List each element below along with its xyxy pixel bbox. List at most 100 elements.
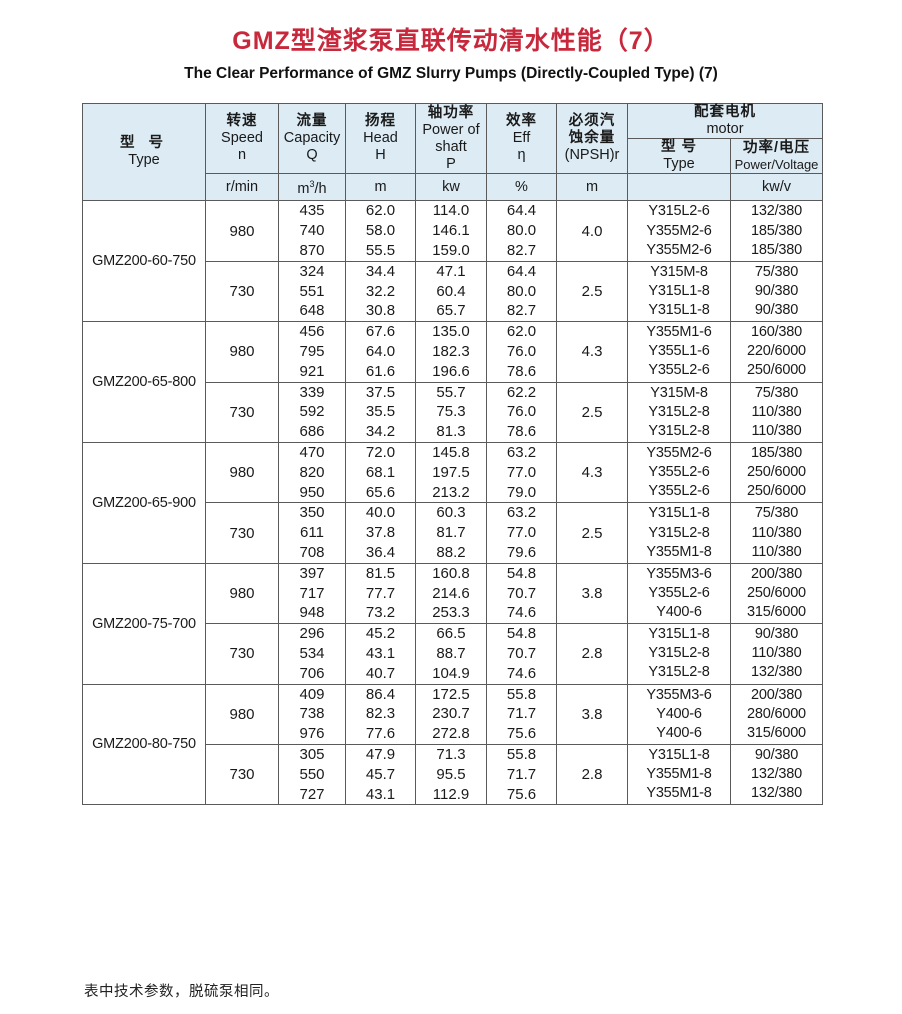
capacity-cell-value: 435 (299, 202, 325, 220)
speed-cell: 730 (205, 260, 279, 323)
motor-power-voltage-cell-value: 250/6000 (747, 362, 806, 379)
head-cell-value: 47.9 (365, 745, 396, 763)
motor-type-cell-value: Y315L1-8 (648, 626, 710, 643)
efficiency-cell-value: 80.0 (506, 222, 537, 240)
capacity-cell-value: 738 (299, 705, 325, 723)
header-motor-pv-cn: 功率/电压 (742, 140, 811, 157)
head-cell-value: 65.6 (365, 483, 396, 501)
power-cell-value: 71.3 (436, 745, 466, 763)
power-cell-value: 160.8 (432, 564, 470, 582)
capacity-cell-value: 740 (299, 222, 325, 240)
efficiency-cell-value: 64.4 (506, 202, 537, 220)
header-eff-en: Eff (512, 130, 531, 147)
header-npsh-en: (NPSH)r (564, 147, 620, 164)
header-efficiency: 效率 Eff η (486, 102, 557, 175)
capacity-cell-value: 550 (299, 765, 325, 783)
header-power-en: Power of (422, 121, 480, 138)
power-cell-value: 88.7 (436, 644, 466, 662)
header-motor-group: 配套电机 motor (627, 102, 823, 140)
power-cell-value: 230.7 (432, 705, 470, 723)
motor-type-cell-value: Y355M1-8 (646, 785, 712, 802)
capacity-cell: 324 551 648 (278, 260, 346, 323)
head-cell-value: 61.6 (365, 362, 396, 380)
head-cell: 62.0 58.0 55.5 (345, 200, 416, 262)
header-pump-type: 型 号 Type (82, 102, 206, 202)
efficiency-cell-value: 82.7 (506, 302, 537, 320)
capacity-cell: 435 740 870 (278, 200, 346, 262)
head-cell-value: 86.4 (365, 685, 396, 703)
table-row: 730 296 534 706 45.2 43.1 40.7 66.5 88.7 104.9 54.… (83, 623, 823, 685)
motor-type-cell-value: Y315M-8 (650, 384, 708, 401)
motor-type-cell-value: Y355L1-6 (648, 343, 710, 360)
capacity-cell: 305 550 727 (278, 743, 346, 806)
power-cell-value: 65.7 (436, 302, 466, 320)
power-cell-value: 114.0 (432, 202, 470, 220)
header-motor-en: motor (706, 121, 744, 138)
head-cell: 37.5 35.5 34.2 (345, 381, 416, 444)
efficiency-cell-value: 76.0 (506, 343, 537, 361)
power-cell-value: 196.6 (432, 362, 470, 380)
power-cell-value: 60.3 (436, 504, 466, 522)
capacity-cell: 350 611 708 (278, 502, 346, 564)
efficiency-cell-value: 77.0 (506, 463, 537, 481)
table-row: GMZ200-65-900 980 470 820 950 72.0 68.1 65.6 145… (82, 441, 823, 564)
head-cell-value: 34.2 (365, 423, 396, 441)
efficiency-cell-value: 74.6 (506, 604, 537, 622)
header-pump-type-cn: 型 号 (119, 135, 169, 152)
power-cell-value: 253.3 (432, 604, 470, 622)
npsh-cell: 2.8 (556, 623, 628, 685)
table-row: GMZ200-65-800 980 456 795 921 67.6 64.0 61.6 135… (82, 321, 823, 443)
head-cell-value: 68.1 (365, 463, 396, 481)
npsh-cell: 2.5 (556, 502, 628, 564)
power-cell-value: 159.0 (432, 242, 470, 260)
capacity-cell-value: 534 (299, 644, 325, 662)
power-cell-value: 145.8 (432, 444, 470, 461)
header-head-en: Head (363, 130, 398, 147)
header-head-sub: H (375, 147, 386, 164)
capacity-cell: 470 820 950 (278, 441, 346, 504)
motor-power-voltage-cell-value: 185/380 (750, 222, 802, 239)
motor-power-voltage-cell-value: 185/380 (750, 241, 802, 258)
head-cell-value: 45.2 (365, 625, 396, 643)
header-power-of-shaft: 轴功率 Power of shaft P (415, 102, 487, 175)
efficiency-cell-value: 55.8 (506, 685, 537, 703)
head-cell-value: 73.2 (365, 604, 396, 622)
power-cell-value: 135.0 (432, 323, 470, 341)
pump-type-cell: GMZ200-65-800 (82, 321, 206, 443)
head-cell-value: 77.6 (365, 725, 396, 743)
motor-type-cell-value: Y315L2-8 (648, 403, 710, 420)
head-cell-value: 40.7 (365, 664, 396, 682)
capacity-cell-value: 296 (299, 625, 325, 643)
capacity-cell-value: 795 (299, 343, 325, 361)
efficiency-cell-value: 76.0 (506, 403, 537, 421)
head-cell: 47.9 45.7 43.1 (345, 743, 416, 806)
unit-motor-type (627, 173, 731, 202)
motor-type-cell: Y355M2-6 Y355L2-6 Y355L2-6 (627, 441, 731, 504)
power-cell: 145.8 197.5 213.2 (415, 441, 487, 504)
motor-power-voltage-cell: 185/380 250/6000 250/6000 (730, 441, 823, 504)
motor-type-cell: Y315L1-8 Y315L2-8 Y355M1-8 (627, 502, 731, 564)
motor-power-voltage-cell-value: 75/380 (754, 263, 799, 280)
motor-type-cell-value: Y315L1-8 (648, 505, 710, 522)
speed-cell: 980 (205, 562, 279, 625)
capacity-cell-value: 976 (299, 725, 325, 743)
header-npsh-cn: 必须汽 (568, 113, 616, 130)
header-capacity-sub: Q (306, 147, 318, 164)
efficiency-cell: 63.2 77.0 79.0 (486, 441, 557, 504)
power-cell-value: 112.9 (432, 785, 470, 803)
capacity-cell: 339 592 686 (278, 381, 346, 444)
motor-power-voltage-cell-value: 280/6000 (747, 705, 806, 722)
motor-type-cell-value: Y355M3-6 (646, 565, 712, 582)
head-cell: 72.0 68.1 65.6 (345, 441, 416, 504)
motor-type-cell-value: Y355M3-6 (646, 686, 712, 703)
head-cell-value: 30.8 (365, 302, 396, 320)
title-block: GMZ型渣浆泵直联传动清水性能（7） The Clear Performance… (0, 0, 902, 84)
power-cell-value: 182.3 (432, 343, 470, 361)
power-cell: 66.5 88.7 104.9 (415, 623, 487, 685)
efficiency-cell-value: 79.6 (506, 543, 537, 561)
header-power-sub: P (446, 155, 456, 172)
table-row: GMZ200-75-700 980 397 717 948 81.5 77.7 73.2 160… (82, 562, 823, 685)
head-cell-value: 37.8 (365, 524, 396, 542)
power-cell-value: 172.5 (432, 685, 470, 703)
motor-power-voltage-cell-value: 75/380 (754, 384, 799, 401)
